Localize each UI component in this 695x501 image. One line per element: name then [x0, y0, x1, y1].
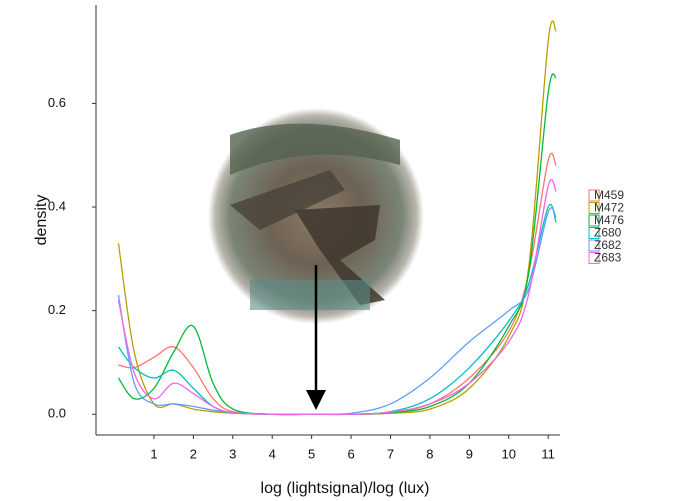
x-tick-label: 6: [347, 446, 354, 461]
y-tick-label: 0.2: [48, 302, 66, 317]
y-tick-label: 0.0: [48, 406, 66, 421]
y-tick-label: 0.4: [48, 198, 66, 213]
legend-label: Z682: [594, 238, 622, 252]
x-tick-label: 2: [190, 446, 197, 461]
x-tick-label: 11: [541, 446, 555, 461]
x-tick-label: 1: [150, 446, 157, 461]
x-tick-label: 9: [466, 446, 473, 461]
x-tick-label: 8: [426, 446, 433, 461]
legend-key: [588, 202, 600, 214]
x-tick-label: 7: [387, 446, 394, 461]
tile: [250, 280, 370, 310]
legend-label: Z680: [594, 226, 622, 240]
legend-key: [588, 239, 600, 252]
legend-label: M472: [594, 201, 624, 215]
x-axis-title: log (lightsignal)/log (lux): [261, 480, 430, 497]
legend-key: [588, 189, 600, 202]
bird-wing: [230, 170, 345, 230]
y-axis-title: density: [33, 195, 50, 246]
density-line: [117, 179, 557, 416]
inset-photo: [208, 108, 424, 324]
x-tick-label: 10: [502, 446, 516, 461]
x-tick-label: 4: [269, 446, 276, 461]
legend-label: M459: [594, 188, 624, 202]
plot-area: [117, 20, 557, 416]
x-tick-label: 3: [229, 446, 236, 461]
y-tick-label: 0.6: [48, 95, 66, 110]
x-tick-label: 5: [308, 446, 315, 461]
legend-label: Z683: [594, 251, 622, 265]
legend-label: M476: [594, 213, 624, 227]
legend-key: [588, 227, 600, 239]
legend-key: [588, 252, 600, 264]
rock: [230, 123, 400, 175]
legend-key: [588, 214, 600, 227]
